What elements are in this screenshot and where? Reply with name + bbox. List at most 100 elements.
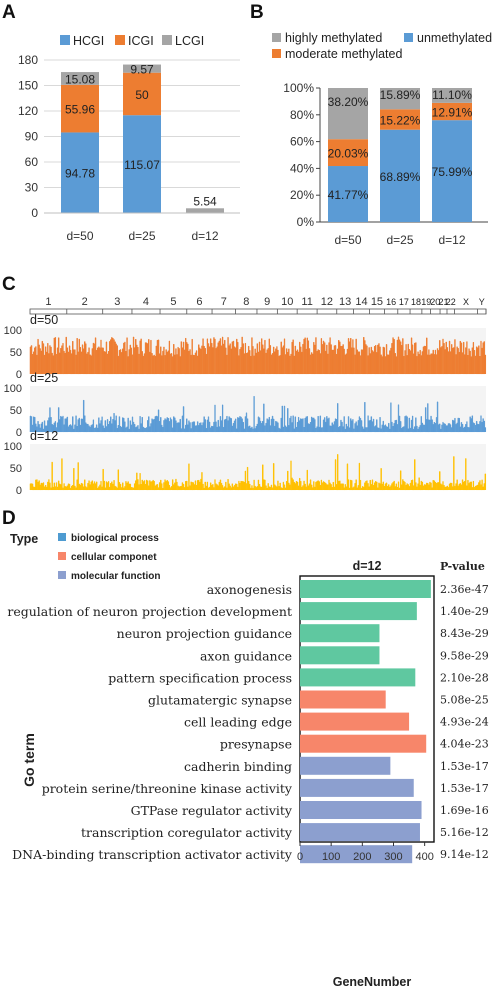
b-legend-swatch: [272, 49, 281, 58]
d-bar: [300, 845, 413, 864]
b-legend-swatch: [404, 33, 413, 42]
panel-b-percent-stacked-bar-chart: 0% 20% 40% 60% 80% 100% highly methylated unmet…: [272, 31, 492, 247]
d-legend-swatch: [58, 552, 66, 560]
d-bar: [300, 801, 422, 819]
d-y-axis-label: Go term: [21, 733, 37, 787]
panel-label-a: A: [2, 2, 16, 23]
b-data-label: 75.99%: [432, 165, 473, 179]
c-y-tick-label: 0: [16, 485, 22, 497]
d-pvalue: 4.93e-24: [440, 716, 489, 729]
c-y-tick-label: 0: [16, 369, 22, 381]
c-y-tick-label: 50: [10, 405, 22, 417]
a-data-label: 5.54: [193, 194, 217, 208]
c-y-tick-label: 100: [4, 383, 22, 395]
b-data-label: 15.22%: [380, 113, 421, 127]
d-term-label: transcription coregulator activity: [81, 825, 293, 840]
a-bar-segment: [61, 84, 99, 133]
c-chrom-label: Y: [479, 297, 485, 307]
a-bar-segment: [123, 115, 161, 213]
d-pvalue: 1.69e-16: [440, 804, 489, 817]
b-x-tick-label: d=12: [438, 233, 465, 247]
b-data-label: 11.10%: [432, 88, 472, 102]
b-bar-segment: [380, 88, 420, 110]
c-track-profile: [29, 454, 487, 491]
c-y-tick-label: 100: [4, 441, 22, 453]
d-term-label: neuron projection guidance: [117, 626, 292, 641]
d-pvalue: 8.43e-29: [440, 627, 489, 640]
c-y-tick-label: 50: [10, 347, 22, 359]
c-chrom-label: 13: [339, 296, 351, 308]
a-x-tick-label: d=12: [191, 229, 218, 243]
d-term-label: regulation of neuron projection developm…: [7, 604, 292, 619]
d-legend-title: Type: [10, 532, 38, 546]
c-chrom-label: 14: [355, 296, 367, 308]
b-data-label: 41.77%: [328, 188, 369, 202]
c-y-tick-label: 50: [10, 463, 22, 475]
b-y-tick-label: 60%: [290, 135, 314, 149]
d-bar: [300, 624, 380, 643]
a-data-label: 9.57: [130, 63, 154, 77]
b-bar-segment: [380, 109, 420, 130]
d-bar: [300, 602, 417, 621]
a-y-tick-label: 60: [25, 155, 39, 169]
a-data-label: 15.08: [65, 72, 95, 86]
b-data-label: 38.20%: [328, 95, 369, 109]
c-track-profile: [29, 336, 487, 375]
c-chrom-label: 2: [82, 296, 88, 308]
a-data-label: 115.07: [124, 158, 160, 172]
c-chrom-label: 16: [386, 297, 396, 307]
d-term-label: pattern specification process: [108, 670, 292, 685]
a-legend-label: ICGI: [128, 34, 154, 48]
d-pvalue: 9.58e-29: [440, 649, 489, 662]
d-legend-label: molecular function: [71, 571, 160, 582]
panel-a-stacked-bar-chart: 0 30 60 90 120 150 180 HCGI ICGI LCGI 94.78 55.96 15…: [18, 34, 240, 243]
b-legend-swatch: [272, 33, 281, 42]
a-bar-segment: [123, 72, 161, 116]
d-bar: [300, 668, 416, 687]
d-plot-frame: [299, 575, 435, 843]
d-bar: [300, 580, 431, 598]
c-chrom-label: 9: [264, 296, 270, 308]
c-y-tick-label: 100: [4, 325, 22, 337]
d-bar: [300, 756, 391, 775]
c-ideogram-bar: [29, 308, 487, 315]
a-legend-label: LCGI: [175, 34, 204, 48]
d-x-tick-label: 400: [415, 851, 433, 863]
d-bar: [300, 734, 427, 753]
d-legend-swatch: [58, 533, 66, 541]
d-pvalue: 2.10e-28: [440, 671, 489, 684]
d-term-label: DNA-binding transcription activator acti…: [12, 847, 293, 862]
b-bar-segment: [328, 166, 368, 222]
b-data-label: 68.89%: [380, 170, 421, 184]
a-legend-swatch: [115, 35, 125, 45]
c-track-title: d=50: [30, 313, 58, 327]
d-x-tick-label: 100: [322, 851, 340, 863]
a-legend-swatch: [162, 35, 172, 45]
c-y-tick-label: 0: [16, 427, 22, 439]
d-pvalue: 1.53e-17: [440, 782, 489, 795]
d-bar: [300, 823, 420, 842]
a-bar-segment: [61, 72, 99, 85]
c-chrom-label: 22: [446, 297, 456, 307]
d-pvalue: 9.14e-12: [440, 848, 489, 861]
d-pvalue: 1.40e-29: [440, 605, 489, 618]
a-y-tick-label: 0: [31, 206, 38, 220]
c-chrom-label: 1: [45, 296, 51, 308]
a-bar-segment: [123, 64, 161, 73]
d-term-label: glutamatergic synapse: [148, 693, 292, 708]
d-legend-label: biological process: [71, 533, 159, 544]
d-x-tick-label: 300: [384, 851, 402, 863]
a-x-tick-label: d=50: [66, 229, 93, 243]
d-pvalue: 5.16e-12: [440, 826, 489, 839]
b-y-tick-label: 80%: [290, 108, 314, 122]
d-term-label: cell leading edge: [184, 715, 292, 730]
b-legend-label: moderate methylated: [285, 47, 402, 61]
d-x-tick-label: 0: [297, 851, 303, 863]
a-y-tick-label: 180: [18, 53, 38, 67]
c-chrom-label: 4: [143, 296, 149, 308]
d-term-label: GTPase regulator activity: [131, 803, 293, 818]
d-bar: [300, 712, 410, 731]
c-chrom-label: 18: [411, 297, 421, 307]
a-data-label: 50: [135, 88, 149, 102]
